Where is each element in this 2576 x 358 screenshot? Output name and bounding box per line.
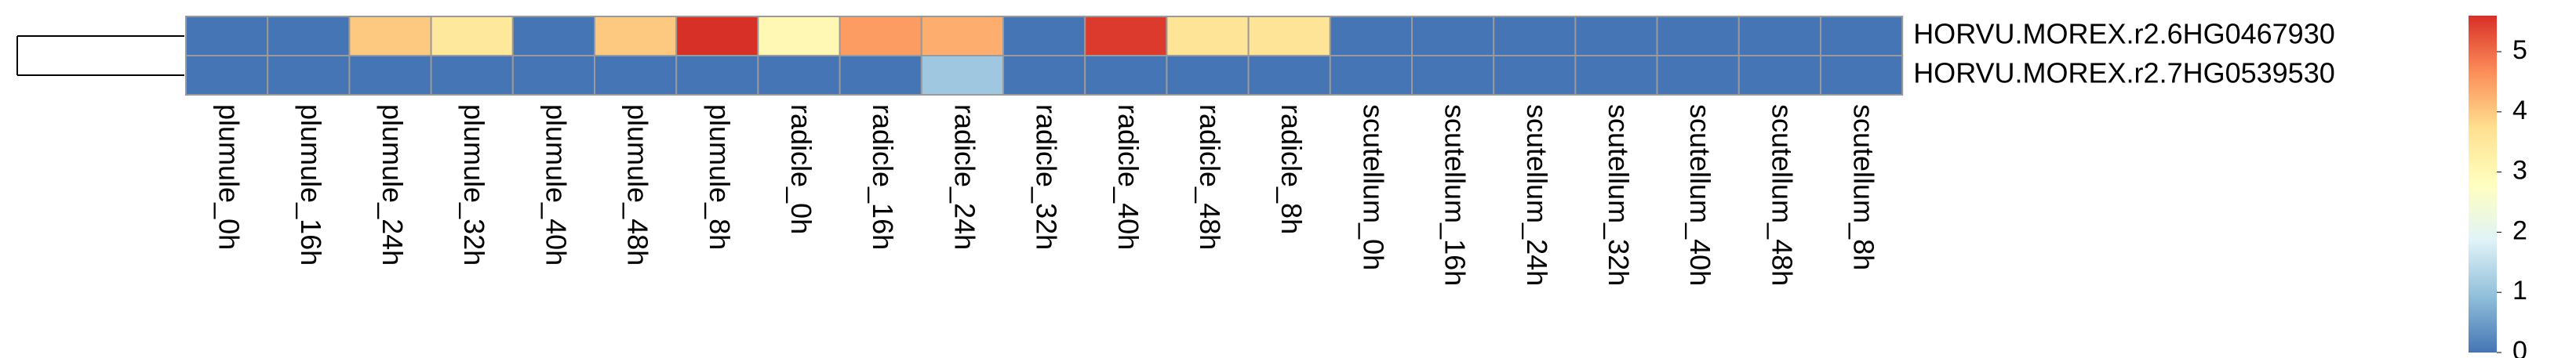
heatmap-cell xyxy=(1084,16,1168,56)
column-label: scutellum_48h xyxy=(1766,104,1798,286)
heatmap-cell xyxy=(185,16,269,56)
column-label: scutellum_24h xyxy=(1521,104,1553,286)
column-label: radicle_24h xyxy=(948,104,981,250)
heatmap-cell xyxy=(839,16,922,56)
heatmap-cell xyxy=(1493,16,1577,56)
column-label: plumule_0h xyxy=(213,104,246,250)
heatmap-cell xyxy=(430,16,514,56)
heatmap-cell xyxy=(1493,55,1577,96)
column-label: scutellum_0h xyxy=(1357,104,1389,270)
column-label: radicle_8h xyxy=(1275,104,1308,234)
column-label: radicle_40h xyxy=(1112,104,1144,250)
heatmap-cell xyxy=(675,55,759,96)
row-label: HORVU.MOREX.r2.6HG0467930 xyxy=(1913,18,2335,50)
column-label: plumule_32h xyxy=(458,104,490,266)
heatmap-cell xyxy=(267,55,351,96)
column-label: scutellum_8h xyxy=(1848,104,1880,270)
legend-tick-label: 2 xyxy=(2512,215,2527,245)
heatmap-cell xyxy=(1411,16,1495,56)
column-label: scutellum_16h xyxy=(1439,104,1472,286)
heatmap-cell xyxy=(1411,55,1495,96)
heatmap-cell xyxy=(1737,16,1822,56)
column-label: plumule_16h xyxy=(295,104,327,266)
heatmap-cell xyxy=(1329,55,1414,96)
heatmap-cell xyxy=(1656,16,1740,56)
heatmap-cell xyxy=(1574,16,1658,56)
legend-tick-label: 4 xyxy=(2512,96,2527,125)
heatmap-cell xyxy=(185,55,269,96)
heatmap-cell xyxy=(757,55,841,96)
heatmap-cell xyxy=(430,55,514,96)
column-label: plumule_48h xyxy=(622,104,654,266)
heatmap-cell xyxy=(594,16,678,56)
row-dendrogram xyxy=(16,35,184,76)
heatmap-cell xyxy=(348,55,432,96)
column-label: radicle_0h xyxy=(785,104,817,234)
column-label: scutellum_40h xyxy=(1684,104,1716,286)
heatmap-cell xyxy=(1574,55,1658,96)
heatmap-cell xyxy=(511,16,595,56)
heatmap-cell xyxy=(1247,16,1331,56)
heatmap-cell xyxy=(1166,55,1250,96)
legend-tick-label: 3 xyxy=(2512,156,2527,186)
heatmap-cell xyxy=(1656,55,1740,96)
column-label: plumule_24h xyxy=(377,104,409,266)
column-label: radicle_16h xyxy=(867,104,899,250)
column-label: scutellum_32h xyxy=(1603,104,1635,286)
legend-tick-label: 0 xyxy=(2512,336,2527,358)
heatmap-cell xyxy=(1002,55,1086,96)
heatmap-cell xyxy=(1084,55,1168,96)
column-label: plumule_8h xyxy=(704,104,736,250)
heatmap-cell xyxy=(1166,16,1250,56)
heatmap-cell xyxy=(757,16,841,56)
heatmap-cell xyxy=(594,55,678,96)
color-legend xyxy=(2469,15,2497,353)
heatmap-cell xyxy=(1002,16,1086,56)
legend-tick-label: 1 xyxy=(2512,276,2527,306)
heatmap-cell xyxy=(920,55,1005,96)
heatmap-cell xyxy=(1820,16,1904,56)
heatmap-cell xyxy=(267,16,351,56)
heatmap-cell xyxy=(1820,55,1904,96)
column-label: radicle_48h xyxy=(1194,104,1226,250)
row-label: HORVU.MOREX.r2.7HG0539530 xyxy=(1913,57,2335,89)
heatmap-cell xyxy=(675,16,759,56)
heatmap-cell xyxy=(1737,55,1822,96)
heatmap-cell xyxy=(348,16,432,56)
heatmap-cell xyxy=(839,55,922,96)
heatmap-cell xyxy=(511,55,595,96)
heatmap-cell xyxy=(1247,55,1331,96)
legend-tick-label: 5 xyxy=(2512,35,2527,65)
column-label: plumule_40h xyxy=(540,104,572,266)
heatmap-cell xyxy=(920,16,1005,56)
heatmap-cell xyxy=(1329,16,1414,56)
column-label: radicle_32h xyxy=(1031,104,1063,250)
